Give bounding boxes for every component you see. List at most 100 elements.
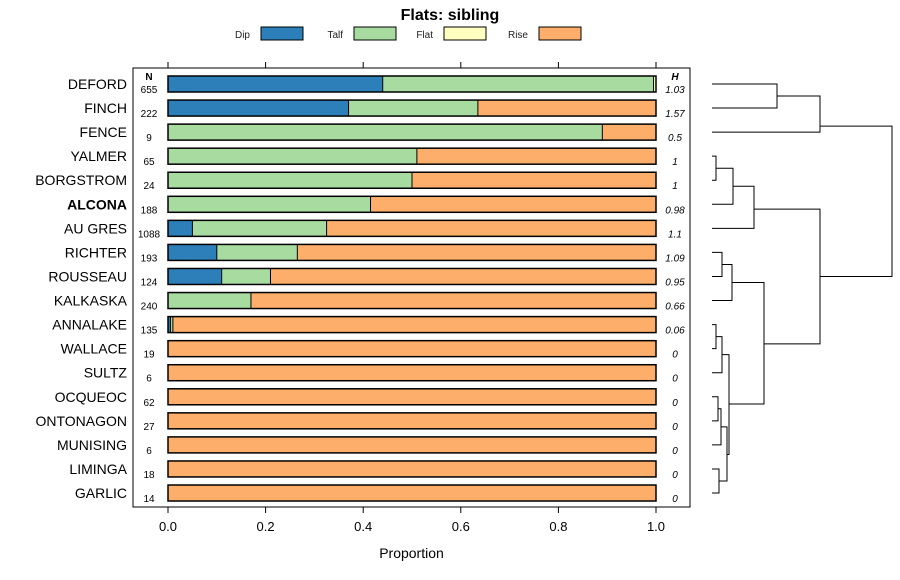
bar-segment-talf (168, 148, 417, 165)
bar-outline (167, 267, 657, 286)
dendrogram-branch (712, 468, 720, 494)
bar-outline (167, 291, 657, 310)
category-label: FENCE (80, 124, 127, 140)
bar-outline (167, 339, 657, 358)
n-value: 124 (141, 277, 158, 288)
bar-outline (167, 123, 657, 141)
bar-outline (167, 484, 657, 502)
bar-outline (167, 363, 657, 382)
bar-segment-talf (192, 220, 327, 237)
dendrogram-branch (712, 95, 821, 133)
h-value: 0.06 (665, 326, 685, 337)
x-tick-label: 0.2 (257, 519, 275, 534)
bar-segment-dip (168, 316, 171, 333)
bar-segment-dip (168, 268, 222, 285)
chart-legend: Dip Talf Flat Rise (235, 26, 582, 41)
legend-swatch-flat (443, 26, 487, 41)
dendrogram-branch (712, 167, 734, 205)
bar-segment-rise (326, 220, 656, 237)
bar-segment-dip (168, 76, 383, 92)
category-label: OCQUEOC (55, 389, 127, 405)
bar-segment-rise (270, 268, 656, 285)
dendrogram-branch (722, 354, 730, 456)
n-value: 222 (141, 109, 158, 120)
x-axis: 0.0 0.2 0.4 0.6 0.8 1.0 (159, 62, 665, 534)
category-label: ROUSSEAU (48, 268, 127, 284)
bar-segment-rise (370, 196, 656, 213)
dendrogram-branch (712, 185, 755, 229)
n-value: 135 (141, 326, 158, 337)
h-value: 0 (672, 470, 678, 481)
x-tick-label: 0.0 (159, 519, 177, 534)
x-tick-label: 0.8 (549, 519, 567, 534)
n-value: 18 (143, 470, 155, 481)
bar-segment-dip (168, 244, 217, 261)
bar-segment-rise (168, 436, 656, 453)
h-value: 0 (672, 446, 678, 457)
n-header: N (145, 72, 152, 83)
n-value: 9 (146, 133, 152, 144)
bar-segment-rise (168, 460, 656, 477)
bar-outline (167, 195, 657, 214)
n-value: 62 (143, 398, 155, 409)
h-value: 1 (672, 157, 678, 168)
category-label: RICHTER (65, 244, 127, 260)
bar-segment-rise (168, 364, 656, 381)
n-value: 193 (141, 253, 158, 264)
bar-segment-talf (170, 316, 173, 333)
bar-outline (167, 436, 657, 454)
legend-label-rise: Rise (508, 30, 528, 41)
h-header: H (671, 72, 679, 83)
legend-label-dip: Dip (235, 30, 250, 41)
bar-segment-talf (216, 244, 298, 261)
bar-segment-rise (297, 244, 656, 261)
bar-segment-talf (382, 76, 654, 92)
legend-swatch-talf (353, 26, 397, 41)
bar-segment-talf (348, 100, 478, 117)
bar-segment-rise (168, 485, 656, 502)
n-value: 6 (146, 374, 152, 385)
bar-segment-rise (168, 340, 656, 357)
n-value: 188 (141, 205, 158, 216)
n-value: 6 (146, 446, 152, 457)
bar-segment-dip (168, 100, 349, 117)
bar-segment-rise (602, 124, 656, 141)
category-label: YALMER (70, 148, 127, 164)
x-tick-label: 1.0 (647, 519, 665, 534)
h-value: 0 (672, 350, 678, 361)
bar-segment-talf (168, 172, 412, 189)
bar-outline (167, 171, 657, 189)
category-label: FINCH (84, 100, 127, 116)
category-label: ALCONA (67, 196, 127, 212)
bar-outline (167, 315, 657, 334)
h-value: 1.57 (665, 109, 685, 120)
bar-segment-flat (653, 76, 656, 92)
h-value: 1.09 (665, 253, 685, 264)
dendrogram-branch (729, 281, 765, 405)
bar-segment-rise (172, 316, 656, 333)
dendrogram-branch (712, 155, 717, 181)
category-label: WALLACE (61, 341, 127, 357)
category-label: ANNALAKE (52, 317, 127, 333)
dendrogram-branch (712, 83, 778, 109)
dendrogram-branch (712, 396, 719, 422)
plot-panel (132, 67, 691, 508)
h-value: 0.5 (668, 133, 682, 144)
legend-swatch-dip (260, 26, 304, 41)
bar-segment-talf (221, 268, 271, 285)
h-value: 1 (672, 181, 678, 192)
category-label: MUNISING (57, 437, 127, 453)
legend-label-flat: Flat (416, 30, 433, 41)
h-value: 0 (672, 422, 678, 433)
bar-outline (167, 99, 657, 117)
bar-segment-talf (168, 196, 371, 213)
dendrogram-branch (712, 408, 722, 446)
category-label: ONTONAGON (35, 413, 127, 429)
row-labels: N H DEFORD 655 1.03 FINCH 222 1.57 FENCE 9 0.5 YALM… (35, 72, 685, 505)
dendrogram (712, 83, 893, 494)
h-value: 0.98 (665, 205, 685, 216)
bar-segment-dip (168, 220, 193, 237)
bar-outline (167, 219, 657, 238)
dendrogram-branch (712, 251, 723, 277)
